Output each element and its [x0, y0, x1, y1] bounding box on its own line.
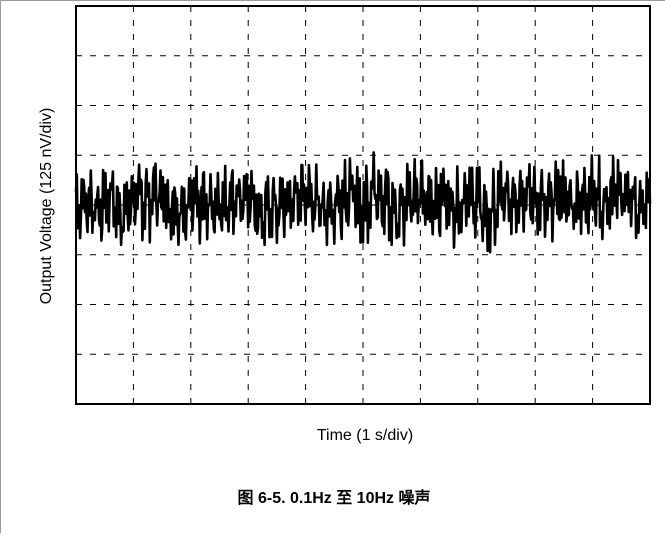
x-axis-label: Time (1 s/div)	[316, 427, 414, 444]
noise-trace	[74, 151, 652, 254]
y-axis-label: Output Voltage (125 nV/div)	[38, 107, 55, 305]
figure-caption: 图 6-5. 0.1Hz 至 10Hz 噪声	[237, 490, 431, 507]
trace-layer	[74, 151, 652, 254]
plot-frame	[75, 5, 651, 405]
